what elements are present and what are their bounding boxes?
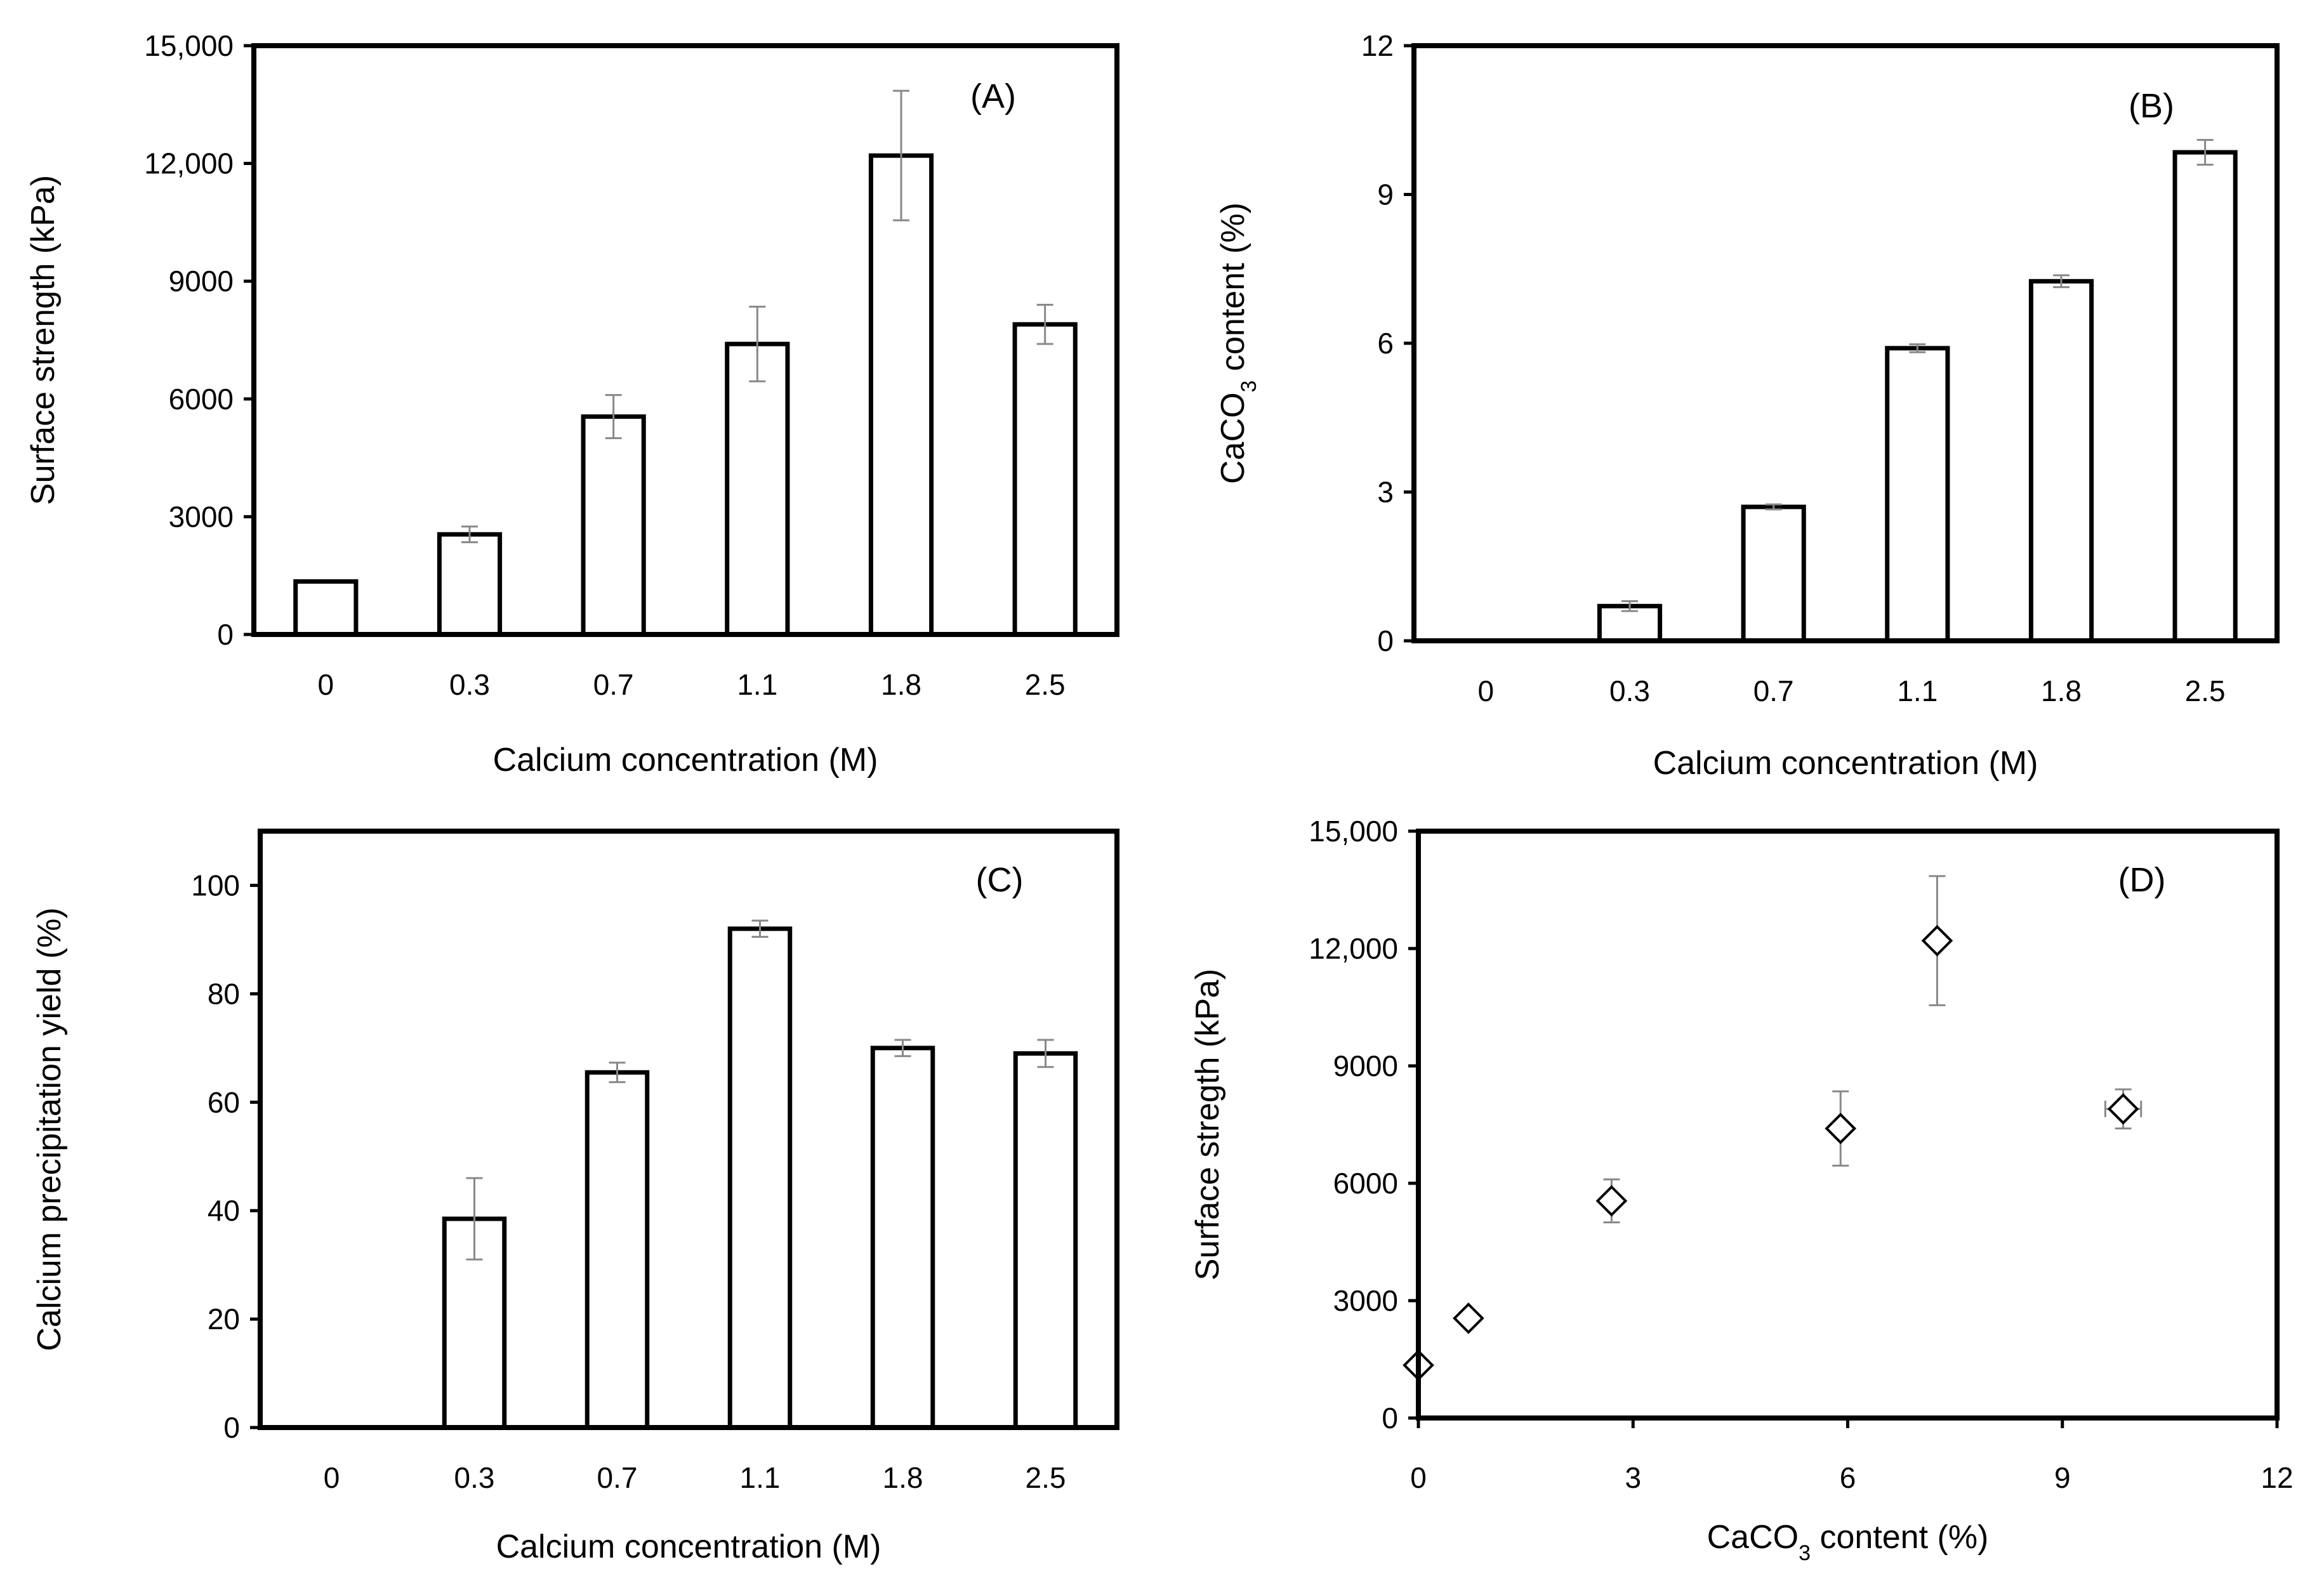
y-tick-label: 0 (1382, 1402, 1398, 1435)
y-tick-label: 9000 (169, 265, 234, 298)
y-tick-label: 6000 (1333, 1167, 1398, 1200)
y-tick-label: 12,000 (1309, 932, 1398, 965)
x-tick-label: 0.7 (597, 1461, 638, 1494)
chart-panel-c: 0 20 40 60 80 100 0 0.3 0.7 1.1 1.8 2.5 (C) Calcium c… (31, 829, 1119, 1565)
panel-label: (B) (2129, 87, 2174, 125)
y-tick-label: 0 (1377, 624, 1394, 657)
bar (1013, 1051, 1078, 1430)
x-tick-label: 12 (2261, 1461, 2293, 1494)
x-tick-label: 0 (1478, 674, 1495, 707)
bar (870, 1046, 935, 1430)
bar (2172, 150, 2238, 643)
chart-panel-a: 0 3000 6000 9000 12,000 15,000 0 0.3 0.7 1.1 1.8 2.… (25, 29, 1119, 778)
chart-panel-d: 0 3000 6000 9000 12,000 15,000 0 3 6 9 12 (D) CaCO3 … (1189, 815, 2294, 1565)
bar (584, 1070, 650, 1430)
y-tick-label: 12 (1361, 29, 1394, 62)
bar (2028, 279, 2094, 643)
plot-frame (1411, 43, 2280, 643)
y-axis-label: Surface strength (kPa) (25, 175, 62, 505)
y-axis-label: Surface stregth (kPa) (1189, 969, 1226, 1280)
plot-frame (1416, 829, 2280, 1421)
chart-panel-b: 0 3 6 9 12 0 0.3 0.7 1.1 1.8 2.5 (B) Calcium concent… (1215, 29, 2280, 782)
x-tick-label: 1.8 (883, 1461, 923, 1494)
y-tick-label: 60 (208, 1086, 240, 1119)
x-axis-label: Calcium concentration (M) (496, 1528, 881, 1565)
x-tick-label: 0 (1410, 1461, 1427, 1494)
x-tick-label: 0.3 (454, 1461, 495, 1494)
bar (1012, 322, 1078, 637)
y-tick-label: 40 (208, 1194, 240, 1227)
plot-frame (258, 829, 1119, 1430)
y-tick-label: 20 (208, 1303, 240, 1336)
y-axis-label: CaCO3 content (%) (1215, 202, 1261, 484)
y-tick-label: 9 (1377, 178, 1394, 211)
bar (725, 341, 790, 637)
y-tick-label: 100 (191, 869, 240, 902)
x-axis-label: Calcium concentration (M) (493, 742, 878, 778)
data-point (1921, 924, 1953, 957)
x-tick-label: 1.1 (737, 668, 777, 701)
y-tick-label: 15,000 (144, 29, 234, 62)
data-point (1825, 1112, 1857, 1145)
x-tick-label: 1.8 (881, 668, 921, 701)
plot-frame (251, 43, 1119, 637)
y-tick-label: 3000 (169, 500, 234, 533)
y-tick-label: 6 (1377, 327, 1394, 360)
x-tick-label: 0 (324, 1461, 340, 1494)
x-tick-label: 0.3 (449, 668, 490, 701)
data-point (1453, 1302, 1484, 1334)
x-tick-label: 1.1 (740, 1461, 781, 1494)
x-tick-label: 2.5 (2185, 674, 2226, 707)
x-axis-label: CaCO3 content (%) (1707, 1519, 1989, 1565)
x-tick-label: 2.5 (1025, 668, 1066, 701)
panel-label: (D) (2118, 861, 2166, 899)
bar (1741, 504, 1806, 643)
bar (1885, 346, 1950, 643)
data-point (2107, 1093, 2139, 1125)
x-tick-label: 9 (2054, 1461, 2071, 1494)
x-tick-label: 1.8 (2041, 674, 2082, 707)
bar (727, 926, 793, 1430)
y-tick-label: 0 (223, 1411, 240, 1444)
y-tick-label: 3 (1377, 476, 1394, 509)
y-tick-label: 0 (217, 618, 234, 651)
y-axis-label: Calcium precipitation yield (%) (31, 907, 68, 1351)
y-tick-label: 6000 (169, 383, 234, 416)
x-tick-label: 3 (1625, 1461, 1641, 1494)
panel-label: (C) (976, 861, 1024, 899)
x-tick-label: 0.7 (1753, 674, 1794, 707)
x-tick-label: 0.3 (1609, 674, 1650, 707)
x-axis-label: Calcium concentration (M) (1653, 745, 2038, 782)
data-point (1595, 1185, 1628, 1217)
bar (437, 532, 503, 637)
x-tick-label: 1.1 (1897, 674, 1938, 707)
bar (868, 153, 934, 637)
bar (581, 414, 646, 637)
y-tick-label: 9000 (1333, 1049, 1398, 1082)
y-tick-label: 3000 (1333, 1284, 1398, 1317)
y-tick-label: 15,000 (1309, 815, 1398, 848)
x-tick-label: 0.7 (593, 668, 634, 701)
x-tick-label: 0 (318, 668, 334, 701)
bar (293, 579, 359, 637)
x-tick-label: 6 (1840, 1461, 1856, 1494)
x-tick-label: 2.5 (1026, 1461, 1066, 1494)
panel-label: (A) (970, 77, 1016, 115)
y-tick-label: 80 (208, 977, 240, 1010)
y-tick-label: 12,000 (144, 147, 234, 180)
